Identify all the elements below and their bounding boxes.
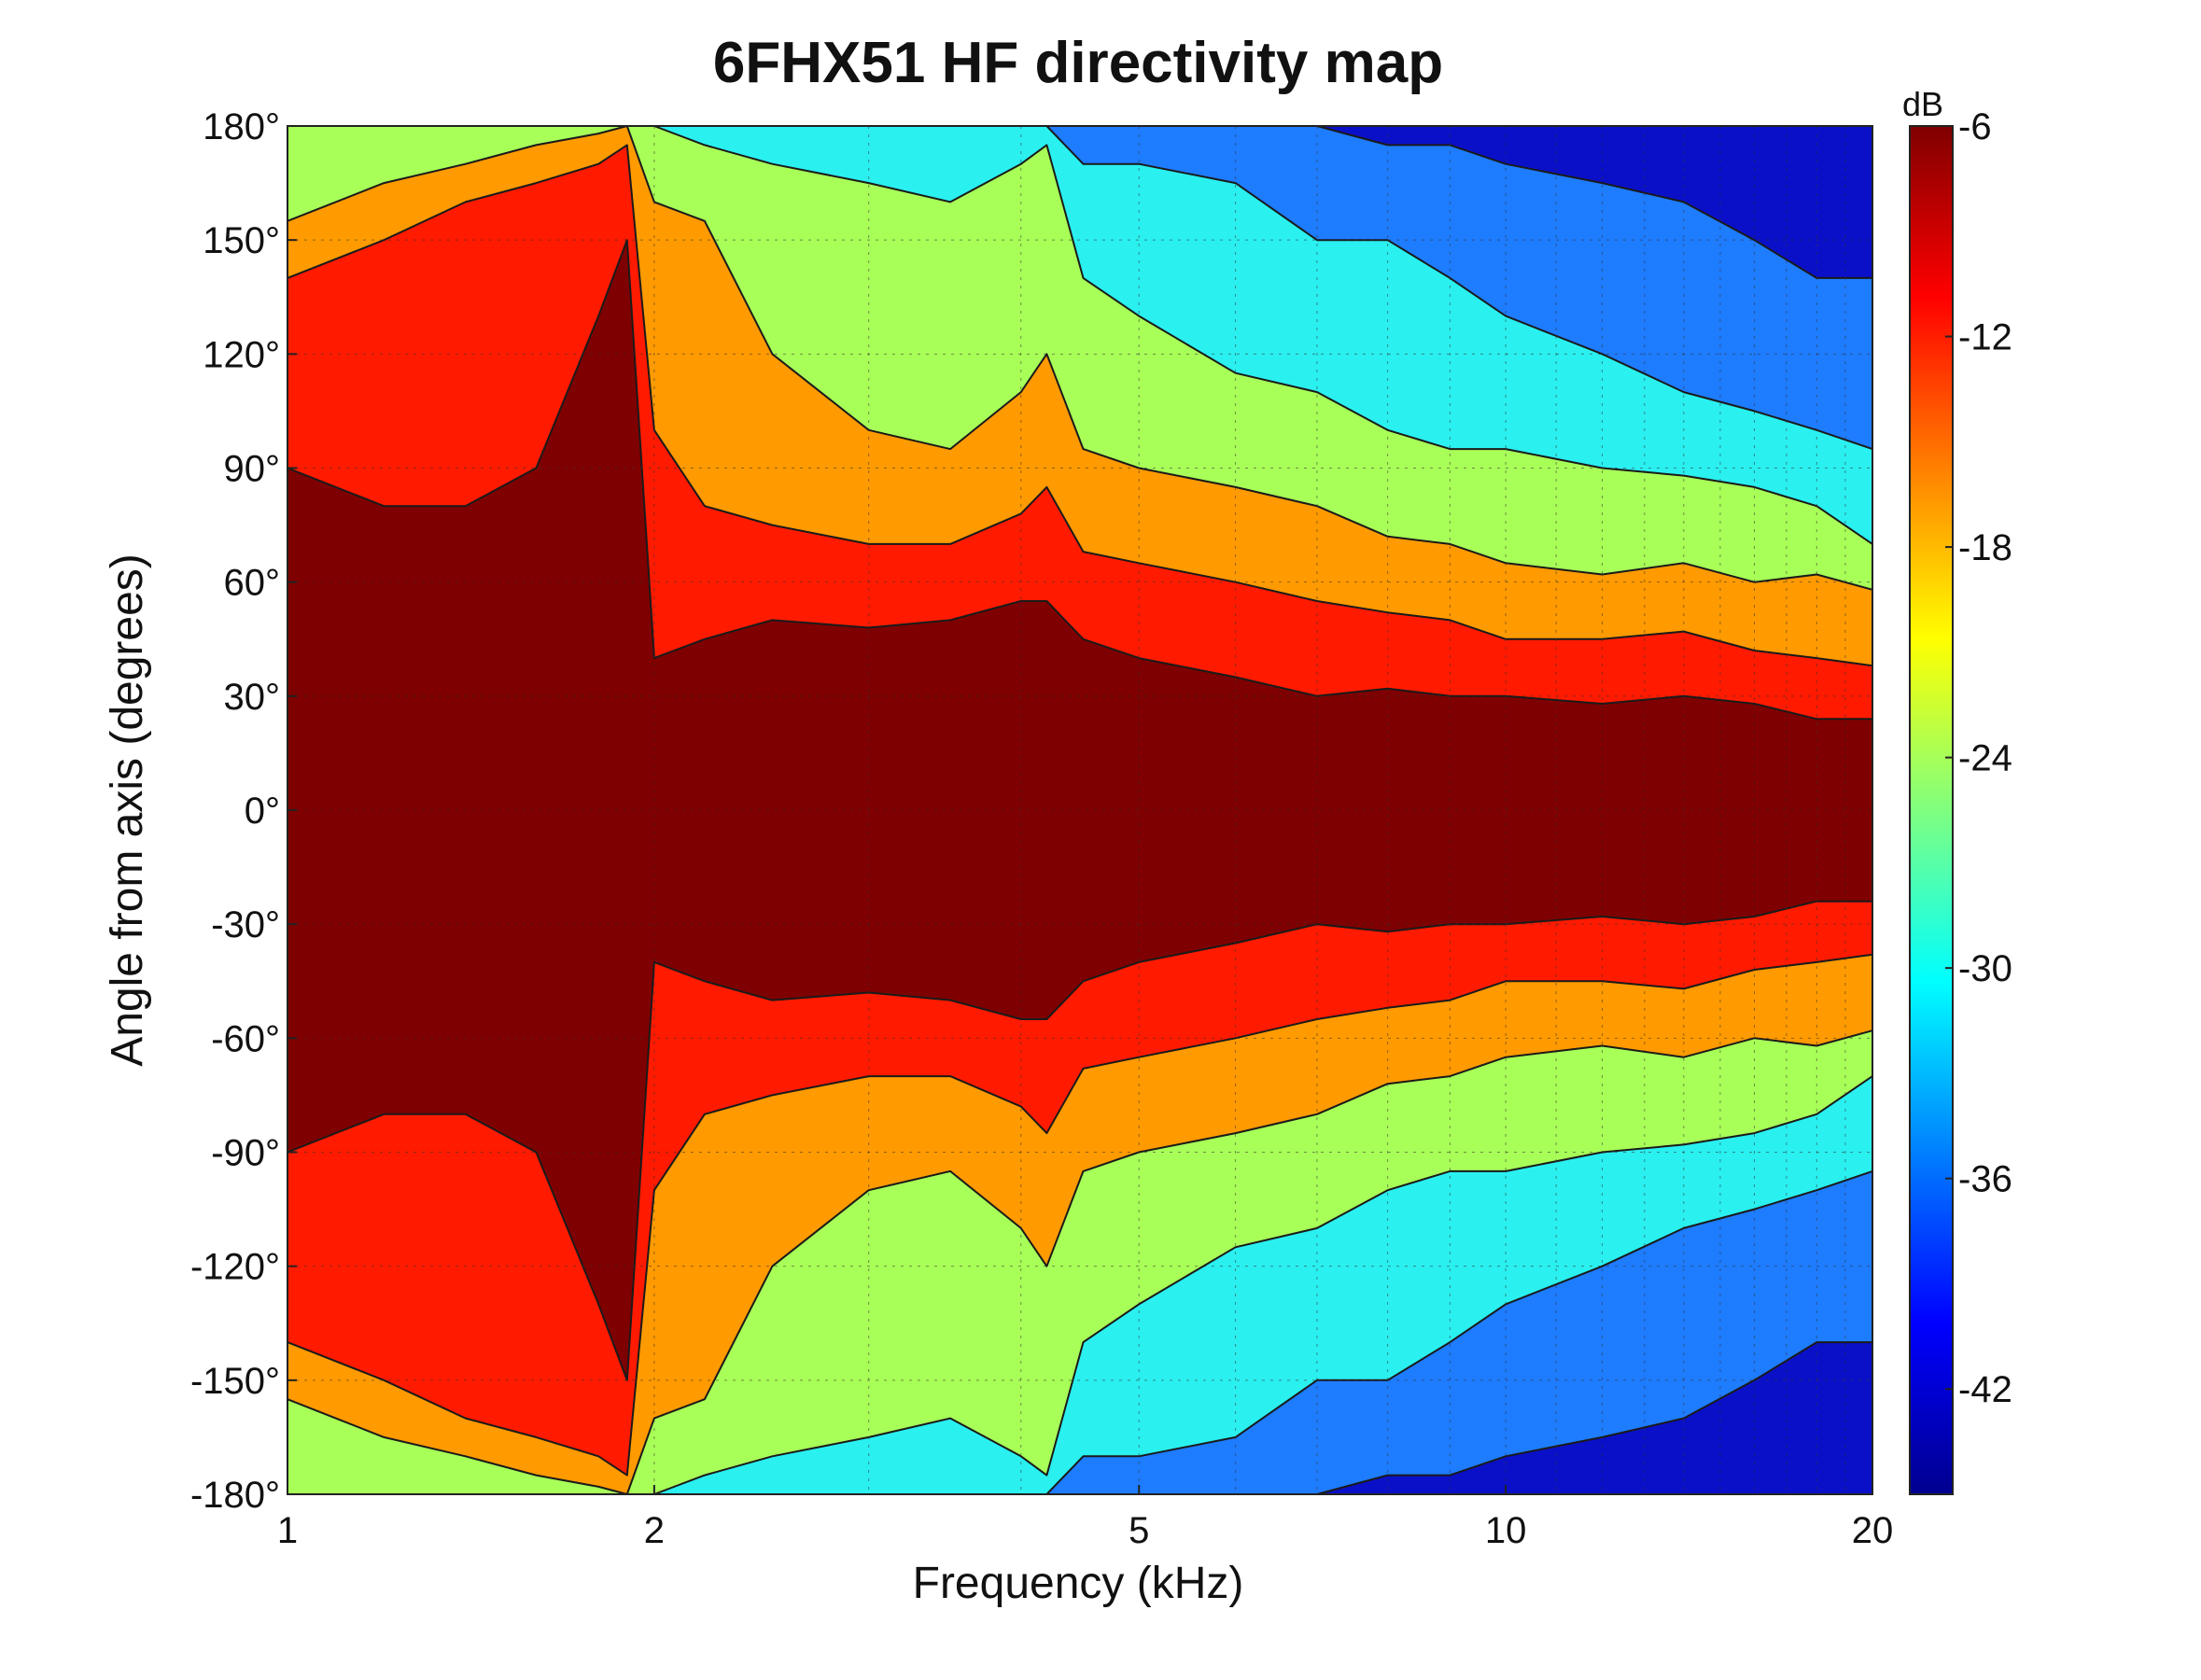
y-tick-label: 120° [203, 334, 280, 375]
x-tick-label: 5 [1129, 1510, 1149, 1551]
y-tick-label: -60° [211, 1018, 280, 1059]
x-tick-label: 2 [644, 1510, 665, 1551]
colorbar-tick-label: -36 [1958, 1159, 2012, 1200]
x-axis: 1 2 5 10 20 [277, 1485, 1893, 1551]
colorbar-tick-label: -30 [1958, 948, 2012, 989]
x-tick-label: 20 [1852, 1510, 1894, 1551]
y-tick-label: 180° [203, 106, 280, 147]
colorbar-unit: dB [1902, 85, 1943, 123]
y-tick-label: 0° [245, 791, 280, 832]
colorbar-tick-label: -18 [1958, 527, 2012, 568]
colorbar-tick-label: -42 [1958, 1369, 2012, 1410]
x-axis-title: Frequency (kHz) [913, 1559, 1244, 1608]
colorbar [1909, 125, 1954, 1495]
x-tick-label: 10 [1485, 1510, 1527, 1551]
y-axis: 180° 150° 120° 90° 60° 30° 0° -30° -60° -90° -120°… [190, 106, 297, 1516]
y-tick-label: -120° [190, 1247, 280, 1288]
colorbar-tick-label: -6 [1958, 106, 1992, 147]
y-tick-label: -30° [211, 904, 280, 945]
y-tick-label: -180° [190, 1475, 280, 1516]
chart-title: 6FHX51 HF directivity map [713, 31, 1443, 95]
colorbar-tick-label: -12 [1958, 317, 2012, 358]
colorbar-ticks: -6 -12 -18 -24 -30 -36 -42 [1945, 106, 2012, 1410]
y-tick-label: 90° [224, 449, 281, 490]
y-tick-label: -90° [211, 1133, 280, 1174]
y-tick-label: -150° [190, 1361, 280, 1402]
colorbar-tick-label: -24 [1958, 738, 2012, 779]
x-tick-label: 1 [277, 1510, 298, 1551]
y-tick-label: 30° [224, 677, 281, 718]
y-axis-title: Angle from axis (degrees) [103, 553, 152, 1067]
y-tick-label: 150° [203, 220, 280, 261]
y-tick-label: 60° [224, 563, 281, 604]
